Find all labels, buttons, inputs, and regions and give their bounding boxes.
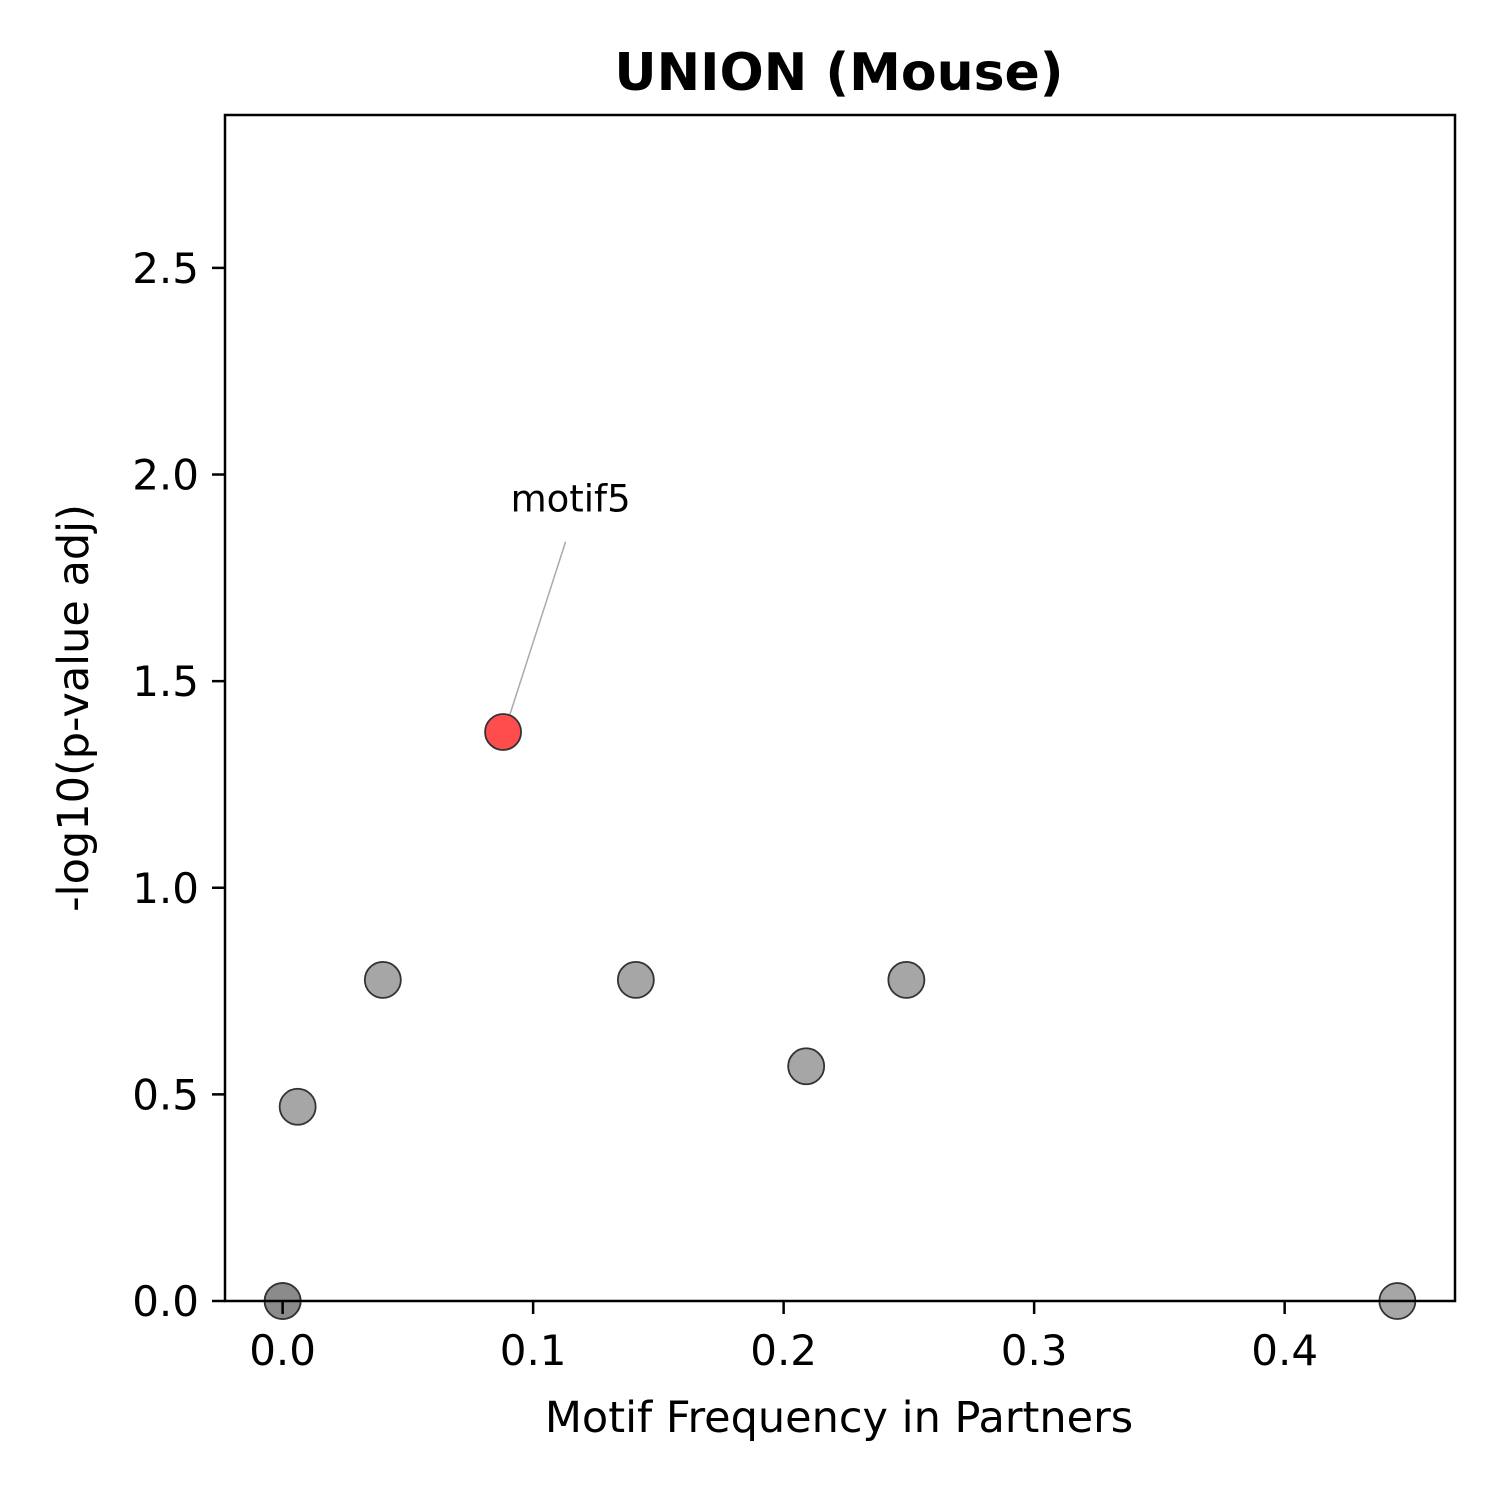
x-tick-label: 0.2 xyxy=(750,1326,817,1375)
x-tick-label: 0.1 xyxy=(500,1326,567,1375)
data-point xyxy=(887,961,926,999)
highlighted-data-point xyxy=(484,713,522,751)
chart-title: UNION (Mouse) xyxy=(614,43,1063,103)
annotation-layer: motif5 xyxy=(509,478,631,715)
annotation-leader-line xyxy=(509,541,567,715)
y-tick-label: 2.0 xyxy=(132,451,199,500)
points-layer xyxy=(263,713,1417,1320)
data-point xyxy=(787,1047,826,1086)
x-axis-label: Motif Frequency in Partners xyxy=(545,1393,1133,1443)
x-tick-label: 0.3 xyxy=(1001,1326,1068,1375)
y-tick-label: 0.5 xyxy=(132,1070,199,1119)
data-point xyxy=(616,961,655,999)
annotation-label: motif5 xyxy=(511,478,631,521)
x-axis-ticks: 0.0 0.1 0.2 0.3 0.4 xyxy=(249,1301,1318,1375)
data-point xyxy=(363,961,402,999)
y-tick-label: 1.5 xyxy=(132,657,199,706)
y-tick-label: 1.0 xyxy=(132,864,199,913)
y-tick-label: 2.5 xyxy=(132,244,199,293)
x-tick-label: 0.4 xyxy=(1251,1326,1318,1375)
y-axis-label: -log10(p-value adj) xyxy=(49,504,99,912)
plot-area-frame xyxy=(223,113,1457,1303)
x-tick-label: 0.0 xyxy=(249,1326,316,1375)
y-axis-ticks: 0.0 0.5 1.0 1.5 2.0 2.5 xyxy=(132,244,225,1326)
data-point xyxy=(278,1087,317,1126)
y-tick-label: 0.0 xyxy=(132,1277,199,1326)
